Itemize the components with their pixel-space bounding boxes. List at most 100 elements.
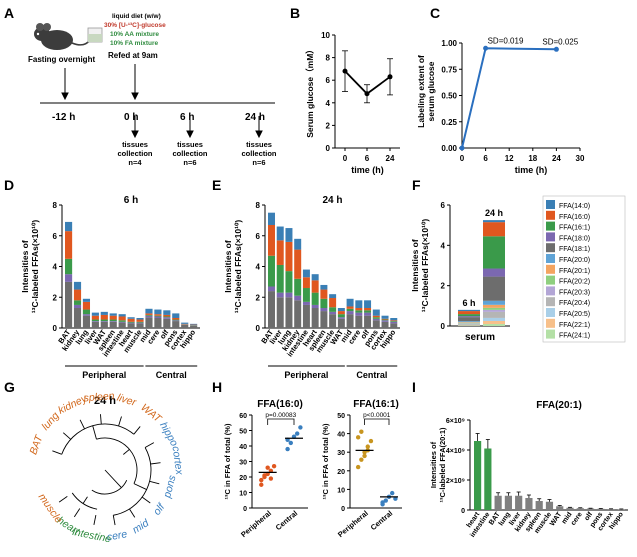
x-tick-label: cere [570, 511, 584, 527]
stacked-bar-segment [483, 222, 505, 237]
dendrogram-branch [73, 508, 81, 518]
x-tick-label: Central [369, 509, 395, 533]
group-label: Peripheral [284, 370, 328, 380]
scatter-point [390, 490, 395, 496]
scatter-point [383, 498, 388, 503]
x-tick-label: 24 [552, 154, 561, 163]
legend-swatch [546, 286, 555, 296]
dendrogram-branch [149, 480, 160, 485]
x-tick-label: 0 [343, 154, 348, 163]
legend-label: FFA(20:2) [559, 279, 590, 286]
stacked-bar-segment [82, 315, 91, 328]
stacked-bar-segment [100, 319, 108, 322]
y-tick-label: 4×10⁹ [446, 448, 465, 455]
stacked-bar-segment [172, 321, 180, 328]
dendrogram-leaf-label: WAT [138, 402, 164, 426]
legend-label: FFA(24:1) [559, 333, 590, 340]
collection-line: tissues [177, 140, 203, 149]
stacked-bar-segment [390, 318, 398, 321]
y-axis-label: Intensities of [429, 441, 438, 488]
bar [484, 448, 492, 510]
stacked-bar-segment [302, 269, 310, 278]
legend: FFA(14:0) FFA(16:0) FFA(16:1) FFA(18:0) FFA(… [542, 195, 626, 343]
significance-bracket [267, 418, 295, 425]
legend-swatch [546, 232, 555, 242]
y-axis-label: Serum glucose（mM） [305, 45, 315, 138]
chart-title: 6 h [124, 195, 138, 206]
scatter-point [380, 500, 385, 505]
dendrogram-branch [144, 442, 155, 448]
collection-line: collection [172, 149, 207, 158]
stacked-bar-segment [458, 322, 480, 323]
bar [617, 509, 625, 510]
y-tick-label: 0.25 [441, 118, 457, 127]
stacked-bar-segment [372, 315, 380, 318]
stacked-bar-segment [109, 319, 117, 322]
panel-letter-b: B [290, 5, 300, 21]
stacked-bar-segment [355, 312, 363, 316]
stacked-bar-segment [483, 220, 505, 223]
y-tick-label: 0 [326, 144, 331, 153]
chart-title: 24 h [322, 195, 342, 206]
panel-letter-f: F [412, 177, 421, 193]
stacked-bar-segment [372, 320, 380, 328]
stacked-bar-segment [154, 309, 162, 315]
group-label: Central [156, 370, 187, 380]
stacked-bar-segment [172, 320, 180, 322]
y-tick-label: 0 [441, 322, 446, 331]
dendrogram-branch [79, 419, 85, 430]
stacked-bar-segment [337, 311, 345, 315]
collection-line: tissues [122, 140, 148, 149]
scatter-point [259, 477, 264, 483]
stacked-bar-segment [483, 236, 505, 269]
dendrogram-branch [100, 414, 102, 425]
y-axis-label: ¹³C in FFA of total (%) [321, 423, 330, 499]
stacked-bar-segment [483, 307, 505, 310]
y-tick-label: 6 [53, 232, 58, 241]
y-axis-label: ¹³C-labeled FFAs(×10¹⁰) [233, 220, 243, 314]
data-point [483, 45, 489, 51]
stacked-bar-segment [100, 314, 108, 320]
x-tick-label: 6 [365, 154, 370, 163]
dendrogram-leaf-label: cortex [170, 446, 186, 477]
stacked-bar-segment [381, 319, 389, 321]
stacked-bar-segment [364, 315, 372, 328]
panel-letter-h: H [212, 379, 222, 395]
dendrogram-branch [118, 416, 122, 427]
stacked-bar-segment [276, 292, 284, 298]
stacked-bar-segment [458, 309, 480, 312]
scatter-point [288, 440, 293, 446]
stacked-bar-segment [65, 221, 73, 232]
scatter-point [262, 473, 267, 478]
scatter-point [295, 431, 300, 436]
y-tick-label: 6 [441, 201, 446, 210]
stacked-bar-segment [163, 310, 171, 315]
stacked-bar-segment [311, 280, 319, 293]
stacked-bar-segment [311, 274, 319, 281]
bar [586, 508, 595, 510]
y-tick-label: 10 [321, 31, 330, 40]
dendrogram-arc [71, 492, 98, 510]
panel-letter-a: A [4, 5, 14, 21]
mouse-icon [34, 23, 91, 50]
stacked-bar-segment [145, 313, 153, 315]
stacked-bar-segment [163, 316, 171, 318]
scatter-point [362, 450, 367, 455]
diet-fa: 10% FA mixture [110, 40, 159, 47]
stacked-bar-segment [483, 323, 505, 326]
stacked-bar-segment [294, 278, 302, 296]
bar-label: 24 h [485, 208, 503, 218]
chart-i: 02×10⁹4×10⁹6×10⁹FFA(20:1)heartintestineB… [429, 400, 628, 539]
legend-frame [542, 195, 626, 343]
stacked-bar-segment [458, 321, 480, 323]
diet-aa: 10% AA mixture [110, 31, 159, 38]
y-tick-label: 2 [326, 121, 331, 130]
chart-title: FFA(16:0) [257, 399, 303, 410]
legend-label: FFA(14:0) [559, 203, 590, 210]
stacked-bar-segment [381, 315, 389, 319]
stacked-bar-segment [118, 316, 126, 321]
scatter-point [365, 444, 370, 449]
y-axis-label: Intensities of [223, 240, 233, 293]
stacked-bar-segment [154, 316, 162, 319]
